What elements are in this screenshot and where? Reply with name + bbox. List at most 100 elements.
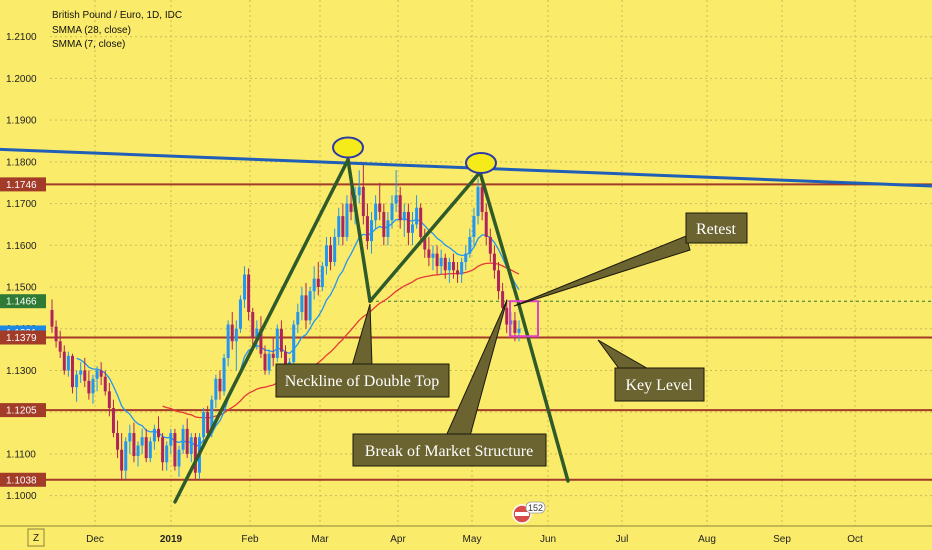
annotation-retest[interactable]: Retest: [685, 212, 748, 244]
price-badge: [0, 177, 46, 192]
candle-body: [70, 355, 74, 388]
time-tick-label: Mar: [311, 534, 329, 545]
candle-body: [398, 195, 402, 221]
candle-body: [476, 186, 480, 217]
candle-body: [185, 428, 189, 454]
time-tick-label: May: [463, 534, 482, 545]
candle-body: [263, 353, 267, 371]
candle-body: [243, 274, 247, 300]
candle-body: [410, 224, 414, 233]
price-badge-label: 1.1038: [6, 475, 37, 486]
candle-body: [230, 324, 234, 342]
candle-body: [62, 351, 66, 371]
candle-body: [255, 328, 259, 338]
price-tick-label: 1.2000: [6, 74, 37, 85]
candle-body: [111, 408, 115, 434]
candle-body: [95, 370, 99, 379]
candle-body: [58, 341, 62, 352]
candle-body: [116, 433, 120, 450]
time-tick-label: Jun: [540, 534, 556, 545]
candle-body: [161, 437, 165, 463]
candle-body: [284, 351, 287, 371]
descending-trendline: [0, 147, 932, 188]
annotation-retest-label: Retest: [696, 221, 737, 238]
candle-body: [144, 437, 148, 459]
price-tick-label: 1.1900: [6, 116, 37, 127]
annotation-neckline[interactable]: Neckline of Double Top: [275, 363, 450, 398]
candle-body: [157, 428, 161, 438]
candle-body: [304, 295, 308, 321]
candle-body: [431, 253, 435, 258]
candle-body: [513, 320, 517, 333]
time-tick-label: Apr: [390, 534, 406, 545]
candle-body: [357, 186, 361, 196]
chart-title: British Pound / Euro, 1D, IDC: [52, 10, 182, 21]
candle-body: [349, 203, 353, 212]
double-top-pattern-line: [516, 299, 570, 483]
indicator-smma-28: SMMA (28, close): [52, 25, 131, 36]
candle-body: [497, 270, 501, 292]
candle-body: [324, 245, 328, 267]
candle-body: [484, 211, 488, 237]
time-axis[interactable]: [0, 526, 932, 550]
price-tick-label: 1.1000: [6, 491, 37, 502]
candle-body: [247, 274, 251, 313]
flag-icon-stripe: [515, 512, 529, 516]
candle-body: [238, 299, 242, 329]
price-tick-label: 1.1100: [6, 449, 36, 460]
candle-body: [378, 203, 382, 212]
price-badge: [0, 403, 46, 418]
price-tick-label: 1.1800: [6, 157, 37, 168]
candles: [50, 161, 521, 479]
candle-body: [370, 220, 374, 242]
candle-body: [251, 312, 255, 338]
price-tick-label: 1.1600: [6, 241, 37, 252]
price-tick-label: 1.1500: [6, 283, 37, 294]
candle-body: [419, 207, 423, 237]
candle-body: [148, 441, 152, 459]
candle-body: [517, 328, 521, 333]
annotation-break-structure[interactable]: Break of Market Structure: [352, 433, 547, 467]
candle-body: [374, 203, 378, 221]
candle-body: [501, 291, 505, 308]
candle-body: [271, 353, 275, 358]
price-tick-label: 1.1300: [6, 366, 37, 377]
candle-body: [415, 207, 419, 225]
candle-body: [492, 253, 496, 271]
price-badge-label: 1.1205: [6, 406, 37, 417]
candle-body: [173, 433, 177, 467]
price-badge: [0, 330, 46, 345]
double-top-pattern-line: [346, 158, 372, 303]
candle-body: [132, 433, 136, 456]
candle-body: [103, 376, 107, 392]
event-marker[interactable]: 152: [512, 501, 546, 524]
double-top-pattern-line: [368, 170, 482, 303]
time-tick-label: Feb: [241, 534, 259, 545]
candle-body: [456, 270, 460, 275]
price-badge-label: 1.1746: [6, 180, 37, 191]
candle-body: [99, 370, 103, 377]
candle-body: [333, 236, 337, 262]
scale-toggle-label: Z: [33, 533, 39, 544]
candle-body: [394, 195, 398, 204]
candle-body: [382, 211, 386, 237]
candle-body: [226, 324, 230, 358]
candle-body: [435, 253, 439, 267]
annotation-key-level[interactable]: Key Level: [614, 367, 705, 402]
scale-toggle-button[interactable]: Z: [27, 528, 45, 547]
candle-body: [300, 295, 304, 313]
candle-body: [193, 437, 197, 473]
candle-body: [234, 328, 238, 342]
candle-body: [427, 249, 431, 258]
candle-body: [312, 278, 316, 292]
candle-body: [140, 437, 144, 446]
double-top-pattern-line: [478, 170, 520, 303]
candle-body: [292, 324, 296, 363]
smma-28-line: [162, 262, 520, 419]
candle-body: [308, 291, 312, 321]
candle-body: [165, 445, 169, 463]
candle-body: [169, 433, 173, 446]
candle-body: [124, 441, 128, 471]
